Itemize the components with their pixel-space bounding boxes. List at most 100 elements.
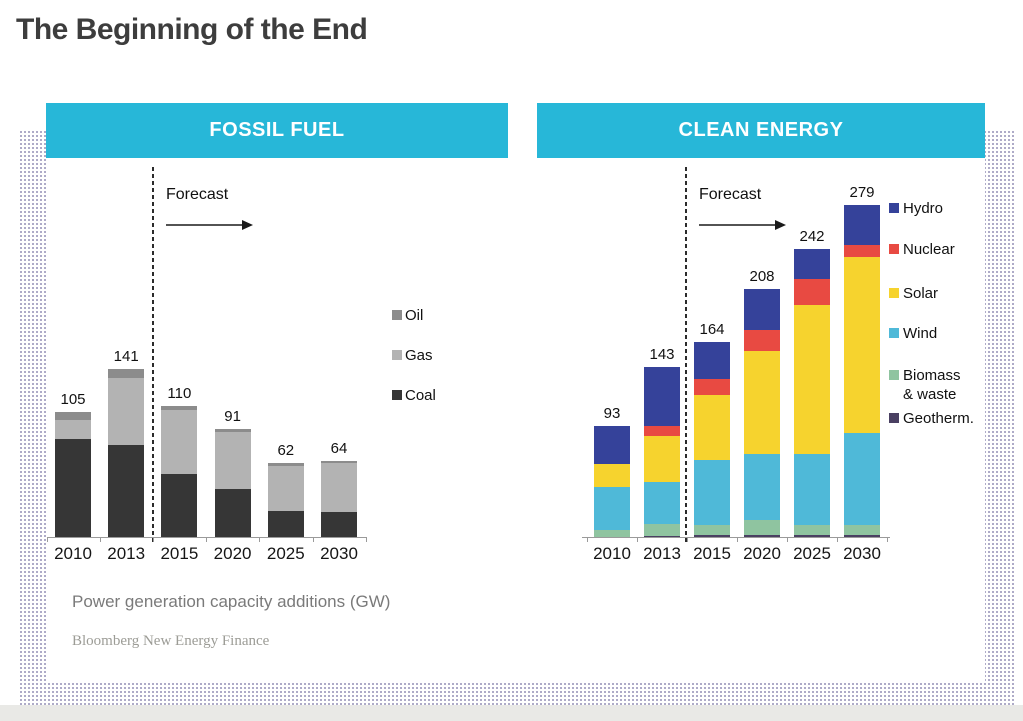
- fossil-bar-2015-coal-segment: [161, 473, 198, 537]
- fossil-legend-label-gas: Gas: [405, 347, 433, 364]
- clean-legend-label-geotherm-: Geotherm.: [903, 410, 974, 427]
- fossil-axis-label-2030: 2030: [320, 544, 358, 563]
- clean-axis-label-2015: 2015: [693, 544, 731, 563]
- clean-bar-2013-total-label: 143: [649, 345, 675, 363]
- clean-bar-2010-total-label: 93: [603, 405, 621, 423]
- fossil-legend-label-oil: Oil: [405, 307, 424, 324]
- fossil-bar-2030-coal-segment: [321, 512, 357, 537]
- clean-legend-label-nuclear: Nuclear: [903, 241, 955, 258]
- clean-energy-panel-header: CLEAN ENERGY: [537, 103, 985, 158]
- clean-axis-label-2010: 2010: [593, 544, 631, 563]
- fossil-legend-label-coal: Coal: [405, 387, 436, 404]
- clean-bar-2020-geotherm--segment: [744, 534, 780, 537]
- clean-forecast-divider-line: [685, 167, 687, 545]
- fossil-bar-2020-gas-segment: [214, 432, 251, 490]
- fossil-axis-label-2010: 2010: [54, 544, 92, 563]
- fossil-bar-2020-oil-segment: [214, 428, 251, 433]
- clean-legend-label-biomass-waste: Biomass & waste: [903, 367, 961, 403]
- clean-bar-2013-geotherm--segment: [644, 535, 680, 537]
- clean-legend-swatch-biomass-waste: [889, 370, 899, 380]
- clean-legend-label-hydro: Hydro: [903, 200, 944, 217]
- clean-bar-2013-wind-segment: [644, 482, 680, 524]
- fossil-bar-2010-oil-segment: [55, 412, 91, 421]
- fossil-forecast-label: Forecast: [166, 186, 229, 203]
- clean-bar-2013-nuclear-segment: [644, 426, 680, 436]
- clean-bar-2025-hydro-segment: [794, 249, 830, 279]
- clean-bar-2013-solar-segment: [644, 435, 680, 483]
- chart-caption: Power generation capacity additions (GW): [72, 592, 391, 611]
- clean-bar-2010-biomass-waste-segment: [594, 529, 630, 537]
- clean-axis-label-2013: 2013: [643, 544, 681, 563]
- fossil-axis-tick: [259, 537, 261, 542]
- page-title: The Beginning of the End: [16, 13, 368, 46]
- fossil-forecast-divider-line: [152, 167, 154, 545]
- clean-forecast-arrow-icon: [699, 220, 786, 230]
- clean-bar-2020-nuclear-segment: [744, 329, 780, 352]
- clean-bar-2030-solar-segment: [844, 257, 880, 434]
- fossil-bar-2010-total-label: 105: [60, 391, 86, 409]
- clean-bar-2030-total-label: 279: [849, 183, 875, 201]
- fossil-bar-2015-oil-segment: [161, 406, 198, 410]
- fossil-legend-swatch-oil: [392, 310, 402, 320]
- fossil-bar-2025-coal-segment: [267, 510, 304, 537]
- fossil-axis-tick: [365, 537, 367, 542]
- clean-bar-2030-wind-segment: [844, 433, 880, 526]
- clean-bar-2020-total-label: 208: [749, 268, 775, 286]
- fossil-fuel-panel-header: FOSSIL FUEL: [46, 103, 508, 158]
- clean-legend-swatch-solar: [889, 288, 899, 298]
- clean-forecast-label: Forecast: [699, 186, 762, 203]
- clean-bar-2010-hydro-segment: [594, 426, 630, 465]
- clean-axis-label-2030: 2030: [843, 544, 881, 563]
- fossil-bar-2025-gas-segment: [267, 465, 304, 511]
- fossil-bar-2013-gas-segment: [108, 377, 145, 446]
- clean-bar-2013-hydro-segment: [644, 366, 680, 427]
- fossil-legend-swatch-gas: [392, 350, 402, 360]
- fossil-bar-2030-total-label: 64: [330, 439, 348, 457]
- clean-legend-label-solar: Solar: [903, 285, 939, 302]
- clean-bar-2020-hydro-segment: [744, 289, 780, 330]
- clean-bar-2025-wind-segment: [794, 453, 830, 526]
- clean-legend-swatch-geotherm-: [889, 413, 899, 423]
- clean-bar-2010-solar-segment: [594, 464, 630, 488]
- fossil-axis-label-2020: 2020: [213, 544, 252, 563]
- fossil-axis-label-2013: 2013: [107, 544, 146, 563]
- fossil-bar-2020-coal-segment: [214, 489, 251, 537]
- clean-bar-2015-wind-segment: [694, 459, 730, 526]
- clean-bar-2015-geotherm--segment: [694, 534, 730, 537]
- clean-bar-2020-solar-segment: [744, 351, 780, 454]
- clean-bar-2025-total-label: 242: [799, 228, 825, 246]
- clean-axis-tick: [737, 537, 738, 542]
- clean-legend-label-wind: Wind: [903, 325, 938, 342]
- fossil-bar-2015-total-label: 110: [167, 385, 192, 403]
- clean-bar-2013-biomass-waste-segment: [644, 523, 680, 536]
- clean-bar-2015-hydro-segment: [694, 341, 730, 379]
- clean-bar-2025-biomass-waste-segment: [794, 525, 830, 535]
- fossil-bar-2013-oil-segment: [108, 369, 145, 378]
- fossil-axis-tick: [47, 537, 48, 542]
- fossil-axis-tick: [153, 537, 155, 542]
- clean-bar-2030-hydro-segment: [844, 204, 880, 246]
- clean-axis-tick: [887, 537, 888, 542]
- clean-axis-label-2025: 2025: [793, 544, 831, 563]
- clean-bar-2015-biomass-waste-segment: [694, 525, 730, 535]
- clean-bar-2025-geotherm--segment: [794, 534, 830, 537]
- fossil-bar-2015-gas-segment: [161, 409, 198, 474]
- clean-axis-tick: [587, 537, 588, 542]
- source-credit: Bloomberg New Energy Finance: [72, 633, 270, 649]
- fossil-bar-2030-oil-segment: [321, 460, 357, 464]
- fossil-axis-label-2015: 2015: [160, 544, 199, 563]
- fossil-forecast-arrow-icon: [166, 220, 253, 230]
- clean-axis-tick: [687, 537, 688, 542]
- clean-legend-swatch-hydro: [889, 203, 899, 213]
- clean-bar-2030-biomass-waste-segment: [844, 525, 880, 535]
- clean-bar-2010-wind-segment: [594, 487, 630, 530]
- fossil-bar-2025-oil-segment: [267, 463, 304, 466]
- clean-axis-label-2020: 2020: [743, 544, 781, 563]
- clean-bar-2015-nuclear-segment: [694, 378, 730, 396]
- clean-legend-swatch-wind: [889, 328, 899, 338]
- fossil-bar-2013-total-label: 141: [113, 348, 139, 366]
- fossil-bar-2020-total-label: 91: [224, 407, 241, 425]
- fossil-legend-swatch-coal: [392, 390, 402, 400]
- clean-bar-2025-solar-segment: [794, 304, 830, 454]
